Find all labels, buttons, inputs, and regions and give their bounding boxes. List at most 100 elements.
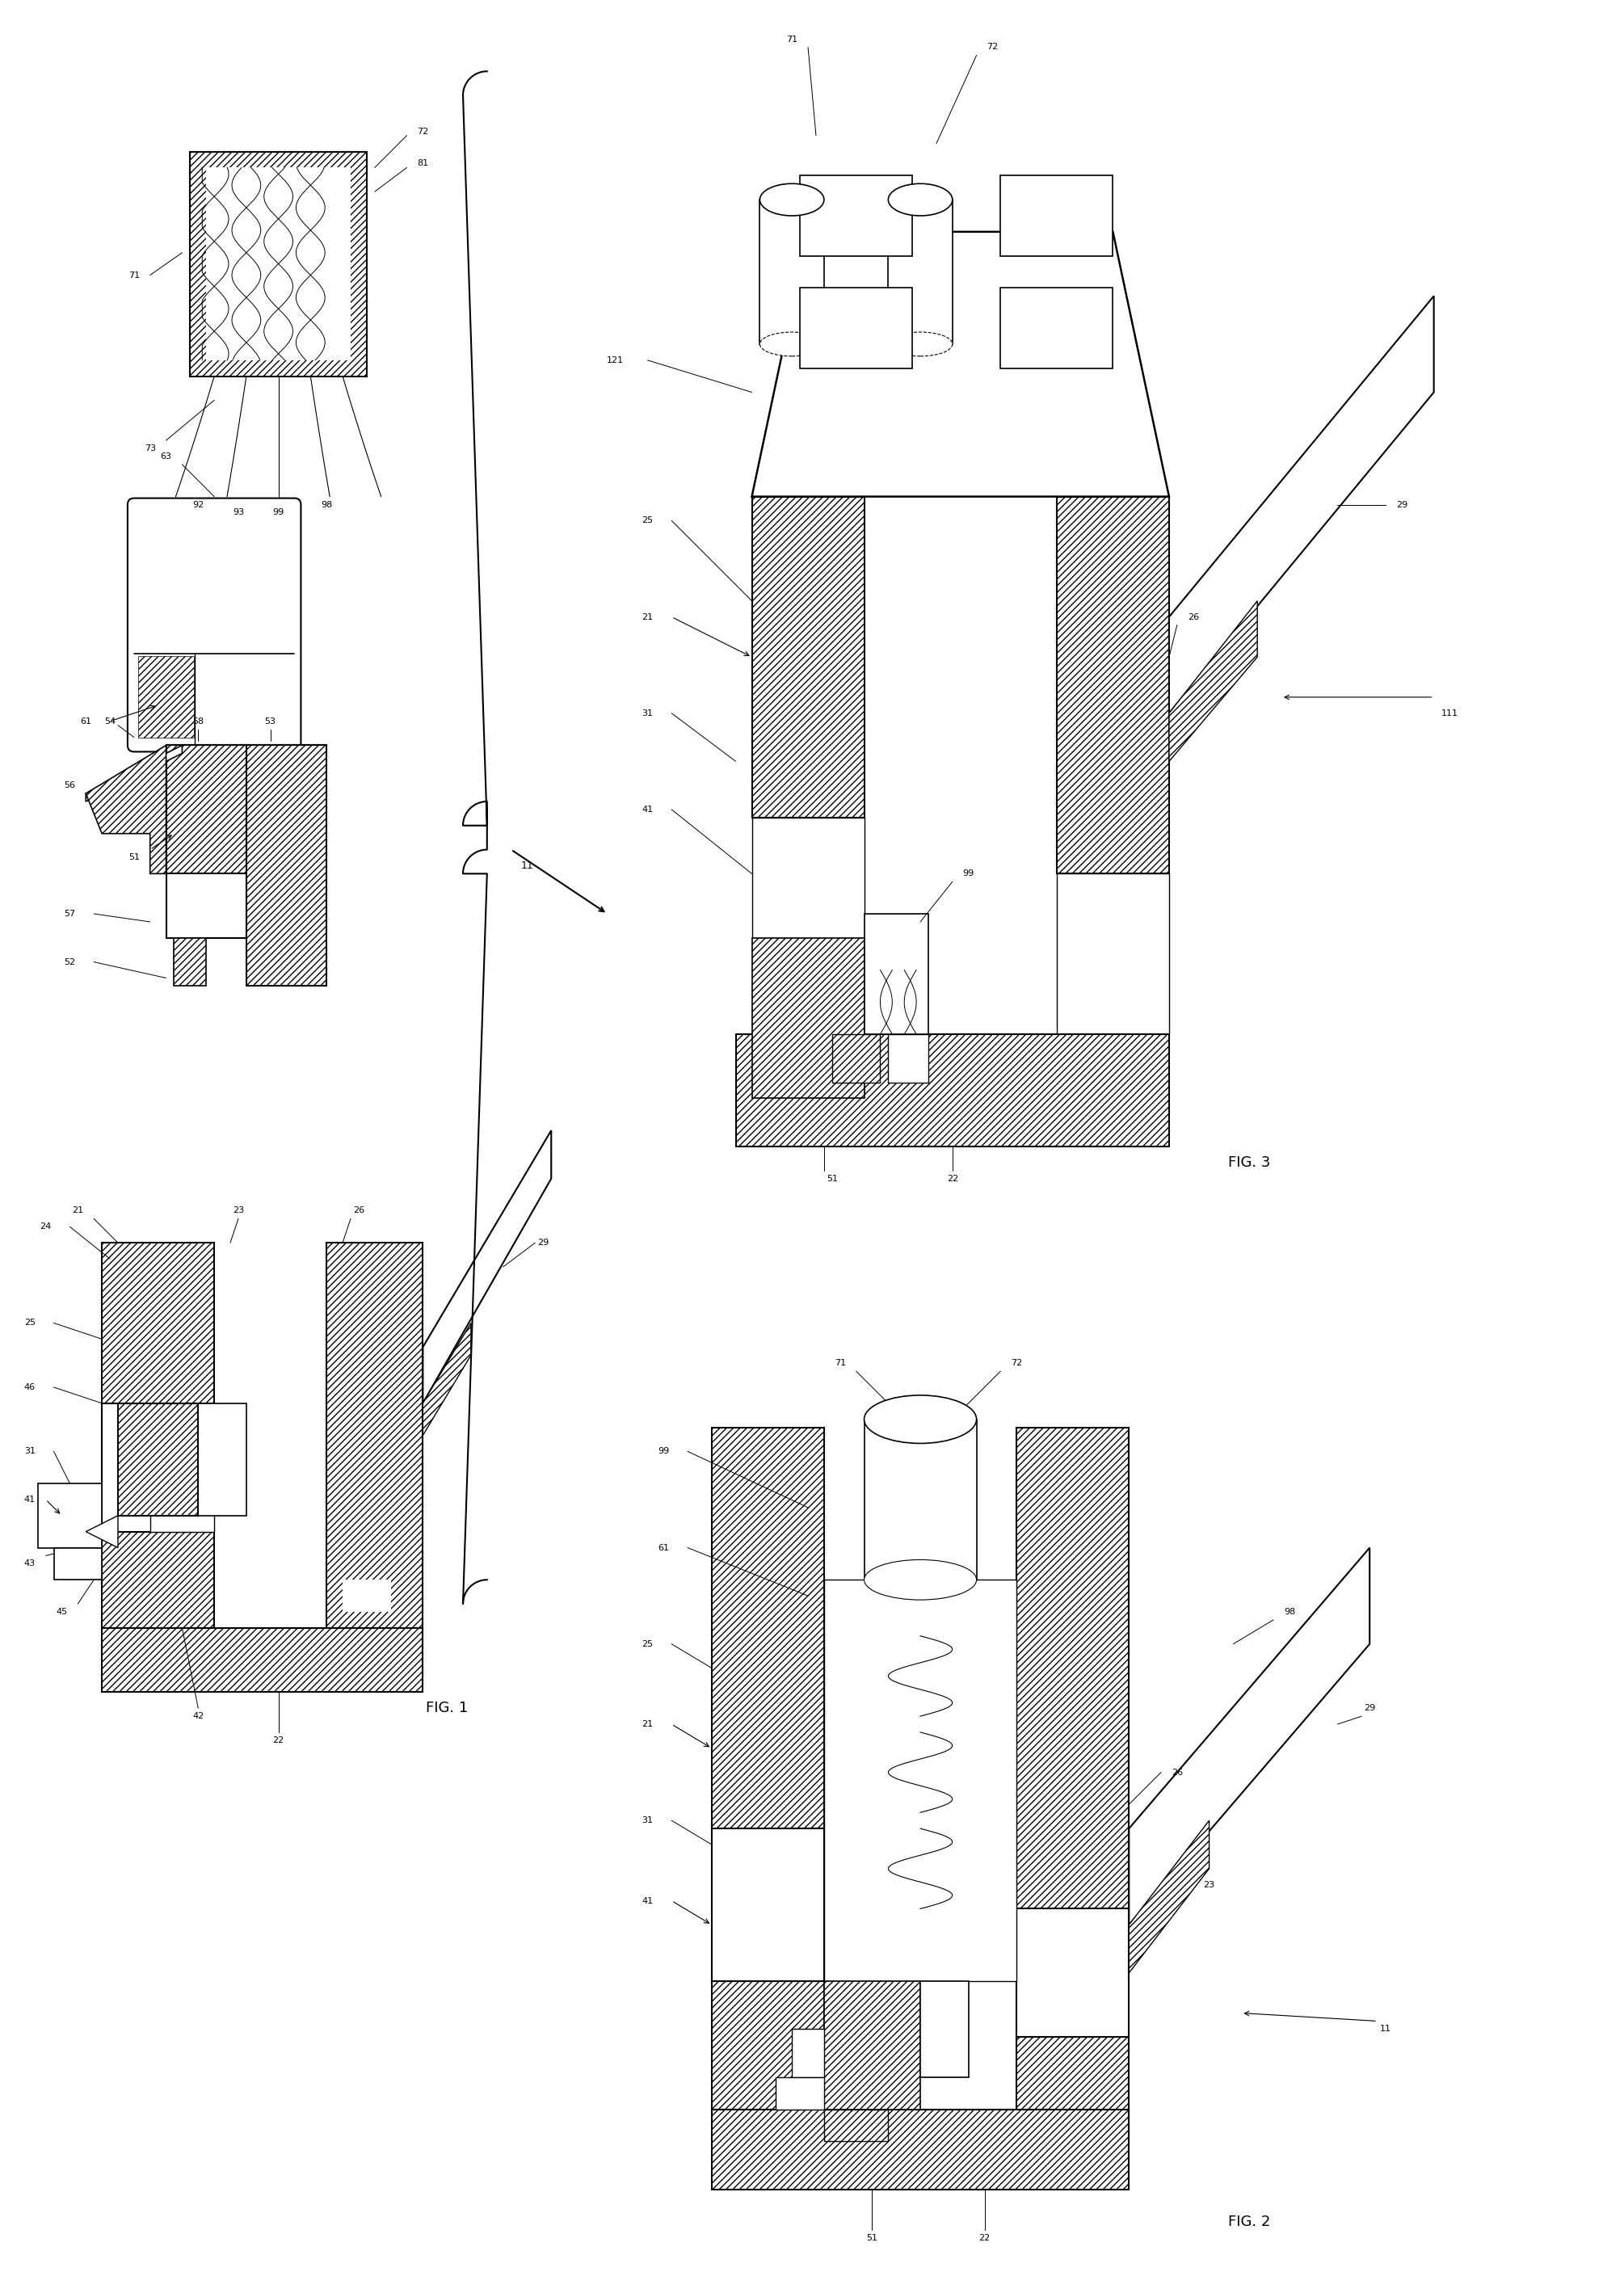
- Text: 81: 81: [417, 161, 429, 167]
- Bar: [793, 2029, 823, 2077]
- Text: 51: 51: [867, 2233, 879, 2243]
- Text: FIG. 2: FIG. 2: [1228, 2215, 1270, 2229]
- Ellipse shape: [760, 183, 823, 216]
- Text: 72: 72: [417, 128, 429, 135]
- Polygon shape: [86, 745, 182, 803]
- Bar: [752, 819, 864, 938]
- Text: 11: 11: [1380, 2025, 1392, 2034]
- Text: 121: 121: [607, 355, 624, 365]
- Bar: [138, 656, 195, 738]
- Text: 25: 25: [24, 1318, 36, 1328]
- Text: 71: 71: [786, 34, 797, 44]
- Text: 98: 98: [322, 500, 333, 509]
- Text: 41: 41: [641, 805, 653, 814]
- Text: 11: 11: [521, 860, 534, 871]
- Bar: [326, 1243, 422, 1628]
- Polygon shape: [422, 1130, 551, 1403]
- Bar: [198, 1403, 247, 1516]
- Ellipse shape: [760, 332, 823, 355]
- Text: 29: 29: [1397, 500, 1408, 509]
- Text: 21: 21: [641, 612, 653, 621]
- Bar: [760, 199, 823, 344]
- Polygon shape: [1169, 296, 1434, 713]
- Bar: [1017, 1426, 1129, 1908]
- Text: 23: 23: [1203, 1880, 1215, 1889]
- Bar: [752, 938, 864, 1098]
- FancyBboxPatch shape: [128, 498, 300, 752]
- Bar: [343, 1580, 391, 1612]
- Text: 22: 22: [947, 1174, 958, 1183]
- Text: 26: 26: [352, 1206, 364, 1215]
- Text: 45: 45: [57, 1607, 68, 1617]
- Ellipse shape: [864, 1559, 976, 1601]
- Text: 43: 43: [24, 1559, 36, 1568]
- Text: 72: 72: [1010, 1360, 1023, 1367]
- Text: 31: 31: [641, 709, 653, 718]
- Text: 26: 26: [1187, 612, 1199, 621]
- Bar: [801, 289, 913, 369]
- Text: 99: 99: [273, 509, 284, 516]
- Bar: [736, 1034, 1169, 1146]
- Text: 24: 24: [41, 1222, 52, 1231]
- Bar: [1000, 289, 1112, 369]
- Text: 99: 99: [658, 1447, 669, 1456]
- Bar: [166, 874, 247, 938]
- Text: 26: 26: [1171, 1768, 1182, 1777]
- Polygon shape: [1169, 601, 1257, 761]
- Bar: [711, 2110, 1129, 2190]
- Bar: [166, 745, 247, 874]
- Bar: [1000, 177, 1112, 257]
- Bar: [776, 2077, 823, 2110]
- Polygon shape: [86, 1516, 119, 1548]
- Ellipse shape: [864, 1394, 976, 1442]
- Bar: [711, 1828, 823, 1981]
- Polygon shape: [1129, 1821, 1210, 1972]
- Bar: [119, 1403, 198, 1516]
- Bar: [206, 167, 351, 360]
- Text: 41: 41: [641, 1896, 653, 1905]
- Text: FIG. 1: FIG. 1: [425, 1701, 468, 1715]
- Text: 41: 41: [24, 1495, 36, 1504]
- Text: 57: 57: [63, 910, 75, 917]
- Text: 61: 61: [658, 1543, 669, 1552]
- Bar: [888, 199, 952, 344]
- Ellipse shape: [888, 183, 952, 216]
- Text: 29: 29: [538, 1238, 549, 1247]
- Bar: [37, 1484, 102, 1548]
- Text: 93: 93: [232, 509, 244, 516]
- Bar: [823, 1580, 1017, 1981]
- Text: 42: 42: [192, 1713, 205, 1720]
- Bar: [190, 151, 367, 376]
- Text: 58: 58: [193, 718, 205, 725]
- Bar: [752, 498, 864, 819]
- Text: 73: 73: [145, 445, 156, 452]
- Text: 54: 54: [104, 718, 115, 725]
- Bar: [711, 1981, 823, 2110]
- Bar: [102, 1403, 214, 1532]
- Bar: [174, 938, 206, 986]
- Polygon shape: [86, 745, 166, 874]
- Text: 56: 56: [63, 782, 75, 789]
- Text: 111: 111: [1442, 709, 1458, 718]
- Bar: [1057, 498, 1169, 874]
- Bar: [1017, 1908, 1129, 2036]
- Text: 92: 92: [192, 500, 205, 509]
- Text: 71: 71: [835, 1360, 846, 1367]
- Bar: [823, 1981, 921, 2110]
- Text: 52: 52: [63, 958, 75, 965]
- Bar: [102, 1628, 422, 1692]
- Text: 72: 72: [987, 44, 999, 50]
- Bar: [102, 1243, 214, 1403]
- Bar: [888, 1034, 929, 1082]
- Text: 21: 21: [71, 1206, 83, 1215]
- Polygon shape: [1129, 1548, 1369, 1924]
- Text: 71: 71: [128, 271, 140, 280]
- Text: 98: 98: [1283, 1607, 1296, 1617]
- Bar: [864, 915, 929, 1034]
- Text: FIG. 3: FIG. 3: [1228, 1156, 1270, 1169]
- Bar: [102, 1532, 214, 1628]
- Bar: [54, 1548, 102, 1580]
- Text: 51: 51: [128, 853, 140, 862]
- Bar: [921, 1981, 968, 2077]
- Text: 31: 31: [24, 1447, 36, 1456]
